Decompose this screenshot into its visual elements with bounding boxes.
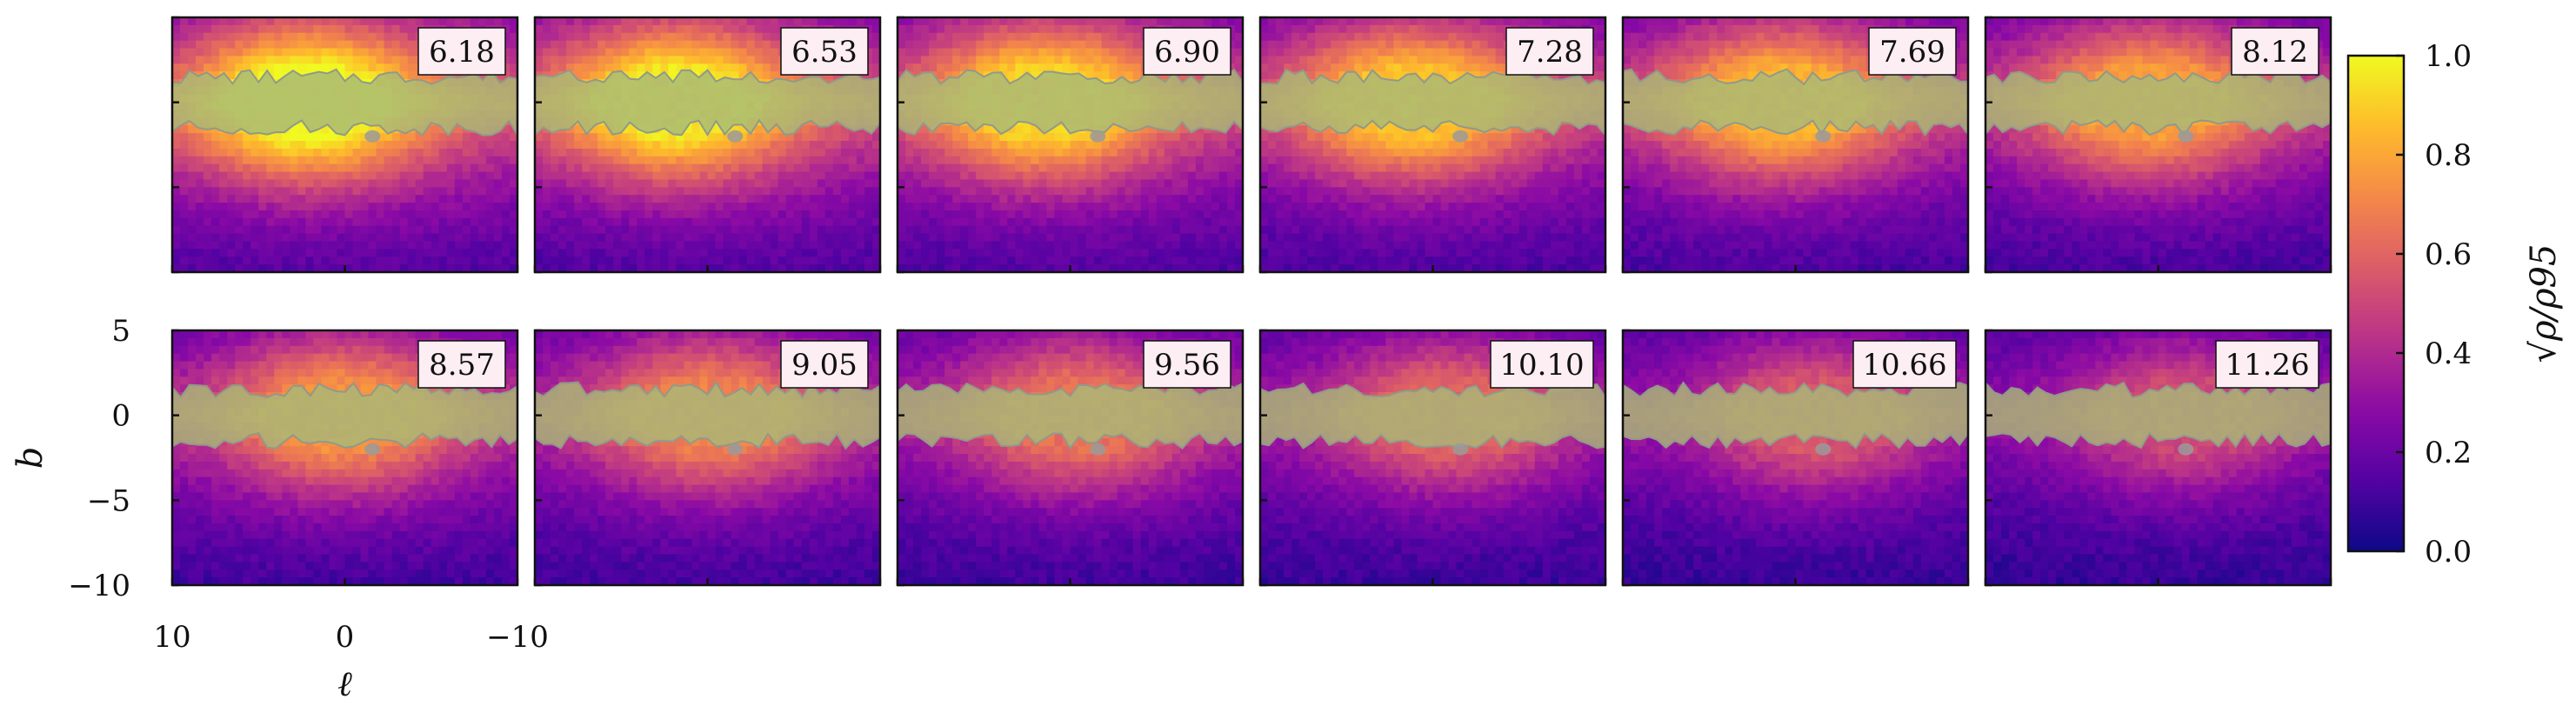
y-tick-label: −5 xyxy=(87,483,130,518)
panel-label: 7.69 xyxy=(1879,35,1945,70)
panel-label: 10.66 xyxy=(1862,348,1946,383)
colorbar-gradient xyxy=(2348,56,2404,551)
mask-blob xyxy=(2178,443,2193,456)
panel-label: 10.10 xyxy=(1499,348,1584,383)
colorbar: 0.0 0.2 0.4 0.6 0.8 1.0 √ρ/ρ95 xyxy=(2348,39,2564,569)
colorbar-tick-label: 0.4 xyxy=(2425,336,2472,371)
panel-label: 6.18 xyxy=(429,35,495,70)
x-tick-label: 0 xyxy=(336,620,355,655)
mask-blob xyxy=(2178,130,2193,143)
colorbar-tick-label: 0.6 xyxy=(2425,237,2472,272)
colorbar-label: √ρ/ρ95 xyxy=(2524,244,2564,363)
mask-blob xyxy=(727,443,743,456)
panel-label: 9.56 xyxy=(1154,348,1220,383)
mask-blob xyxy=(1815,130,1831,143)
x-axis-label: ℓ xyxy=(337,664,352,704)
colorbar-tick-label: 0.2 xyxy=(2425,436,2472,470)
y-tick-label: 0 xyxy=(111,399,130,434)
panel-label: 8.57 xyxy=(429,348,495,383)
colorbar-tick-label: 1.0 xyxy=(2425,39,2472,74)
x-tick-label: −10 xyxy=(486,620,549,655)
panel-label: 9.05 xyxy=(791,348,858,383)
colorbar-tick-label: 0.0 xyxy=(2425,535,2472,569)
panels: 6.18 6.53 6.90 7.28 7.69 8.12 8.57 9.05 9.56 10.1… xyxy=(172,17,2332,586)
x-tick-label: 10 xyxy=(153,620,190,655)
mask-blob xyxy=(1815,443,1831,456)
mask-blob xyxy=(1090,130,1105,143)
y-tick-label: −10 xyxy=(68,569,130,603)
mask-blob xyxy=(727,130,743,143)
panel-label: 8.12 xyxy=(2242,35,2308,70)
y-axis-label: b xyxy=(10,447,50,470)
panel-label: 7.28 xyxy=(1517,35,1583,70)
plane-mask xyxy=(172,383,517,449)
panel-label: 6.90 xyxy=(1154,35,1220,70)
y-tick-label: 5 xyxy=(111,314,130,349)
mask-blob xyxy=(1090,443,1105,456)
mask-blob xyxy=(1452,130,1468,143)
mask-blob xyxy=(1452,443,1468,456)
panel-label: 6.53 xyxy=(791,35,858,70)
panel-label: 11.26 xyxy=(2225,348,2309,383)
mask-blob xyxy=(364,443,380,456)
colorbar-tick-label: 0.8 xyxy=(2425,138,2472,173)
mask-blob xyxy=(364,130,380,143)
